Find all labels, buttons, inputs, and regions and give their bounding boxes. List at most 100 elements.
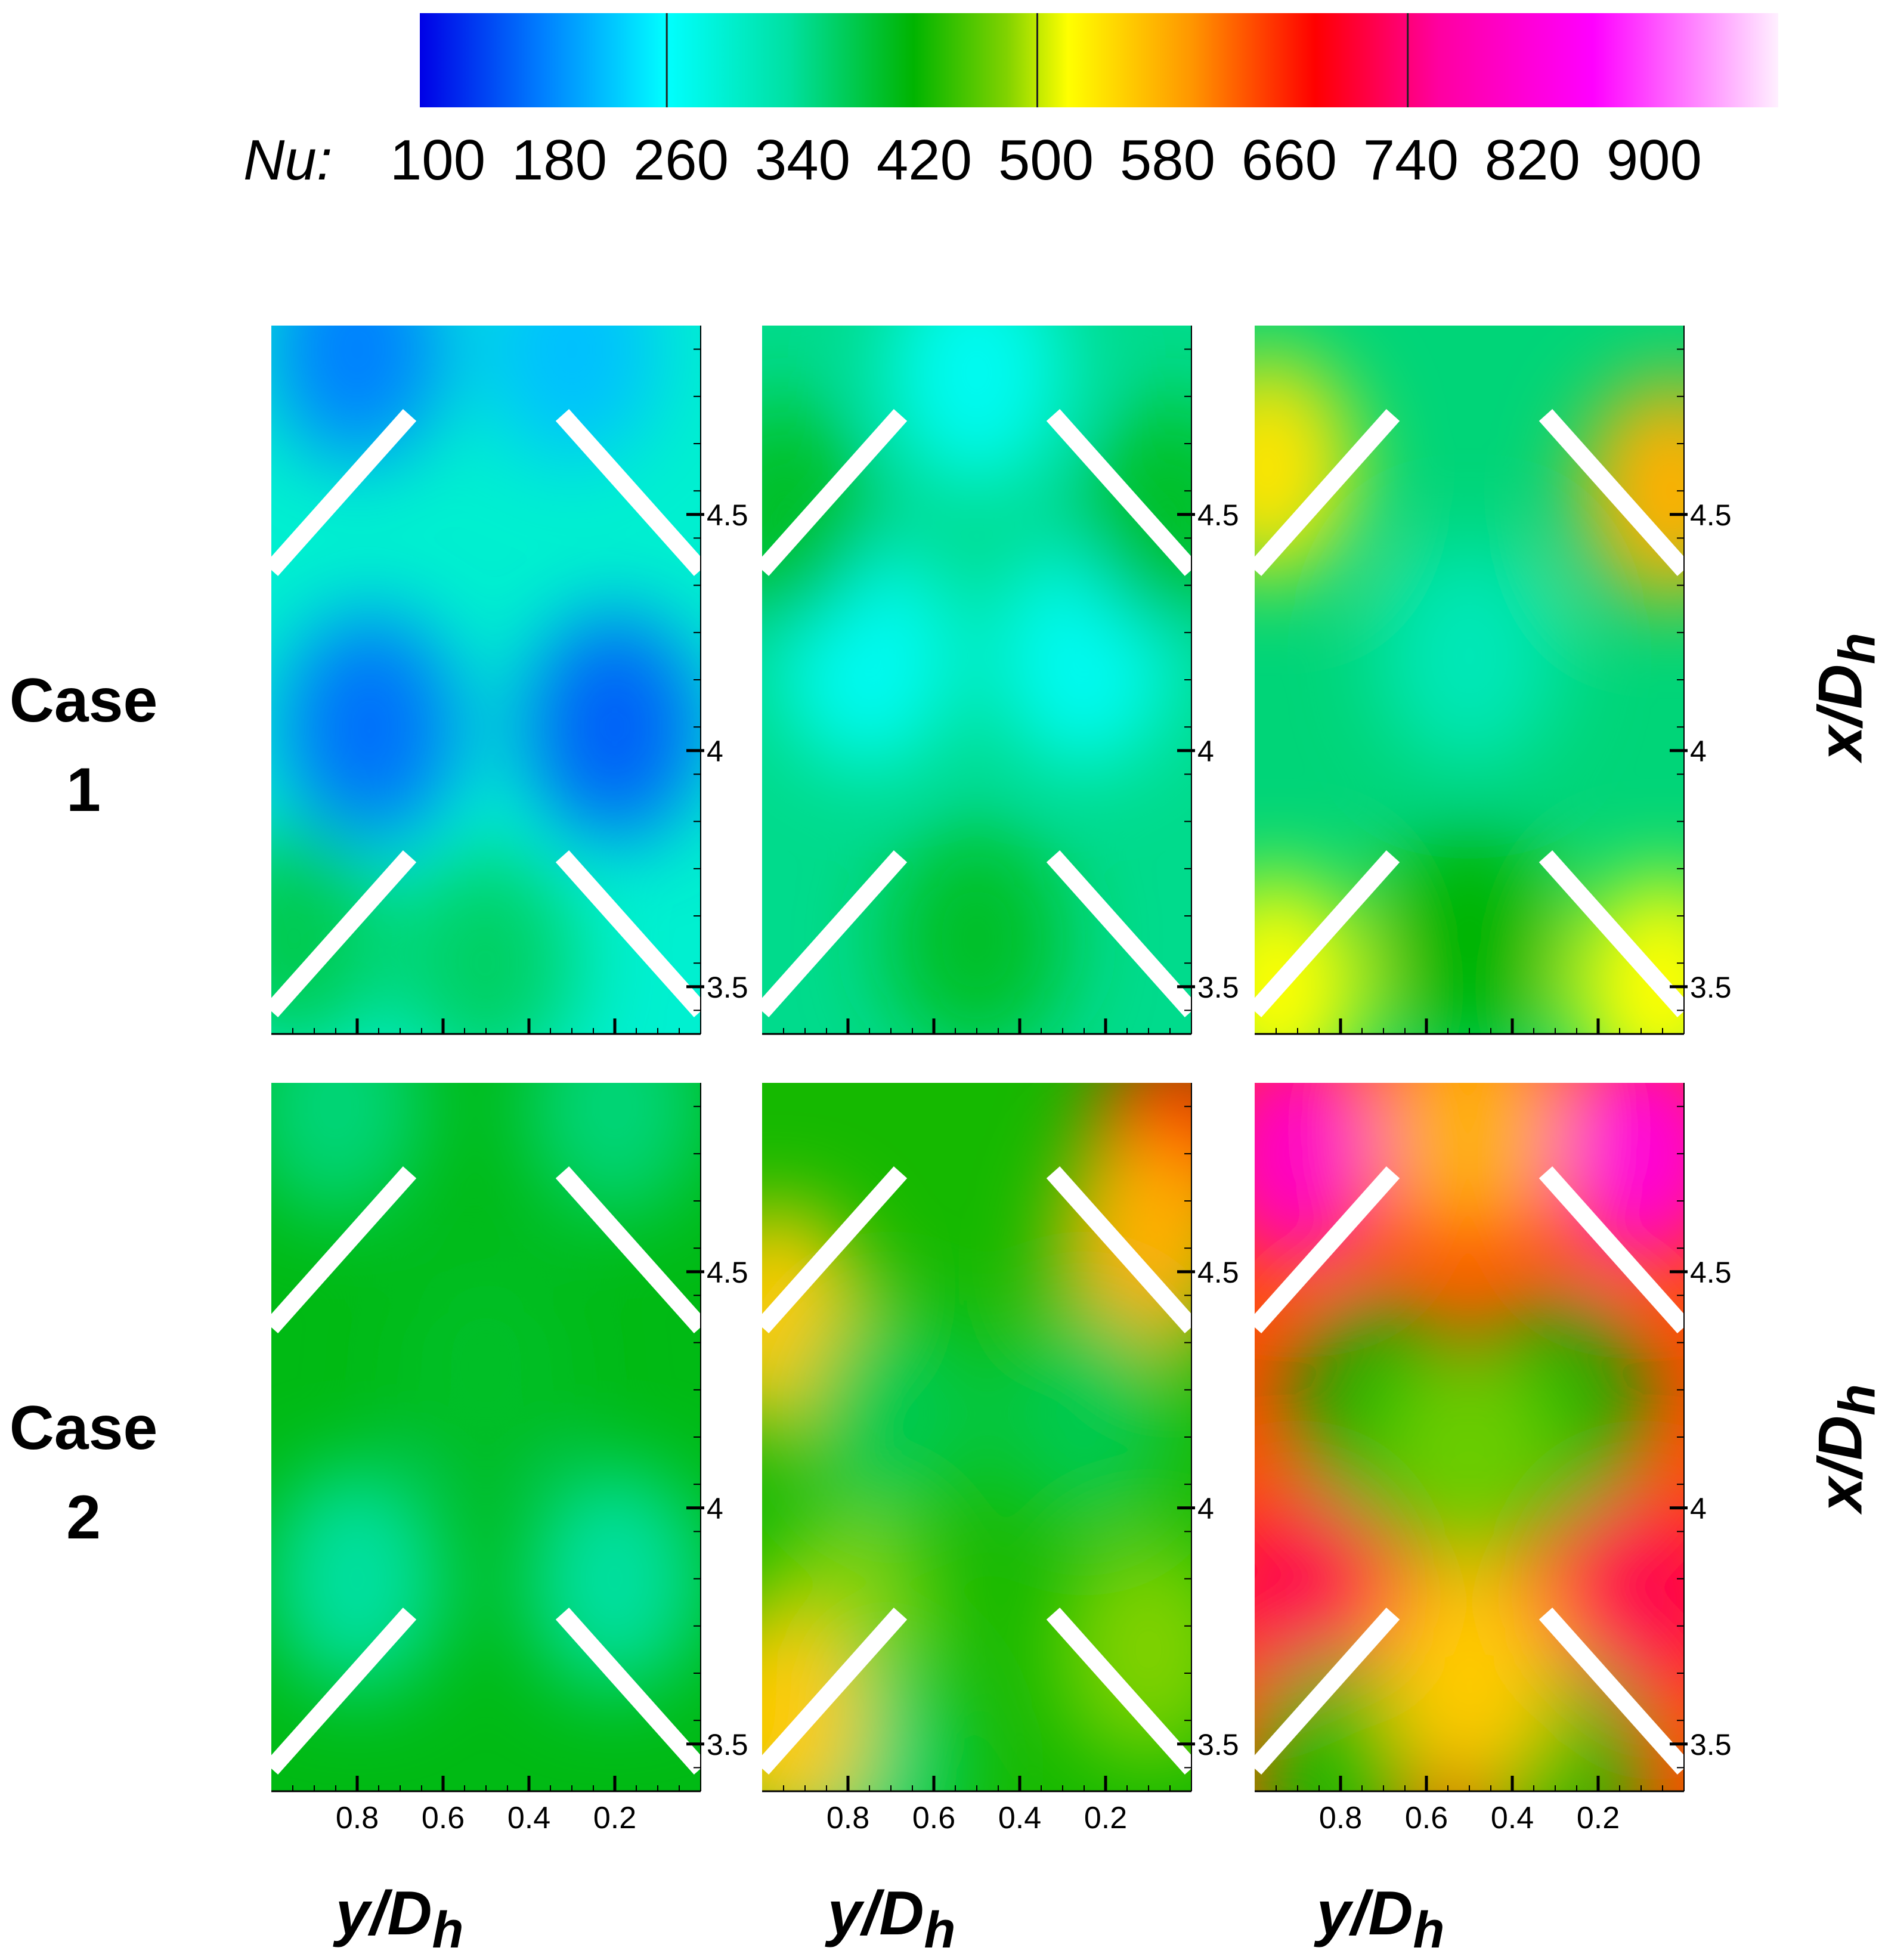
colorbar-tick-label: 900 [1606, 128, 1702, 192]
axis-label-subscript: h [924, 1901, 956, 1959]
right-axis-tick-label: 3.5 [1197, 971, 1239, 1004]
heatmap-region [1059, 1536, 1191, 1763]
rib-slot [762, 1166, 908, 1333]
rib-slot [762, 409, 908, 576]
right-axis-tick-label: 4.5 [1690, 498, 1732, 532]
axis-label-text: y/D [335, 1879, 432, 1948]
heatmap-region [1380, 1083, 1559, 1244]
right-axis-tick-label: 4 [707, 735, 723, 768]
heatmap-panel-r2-c3: 3.5 4 4.5 0.8 0.6 0.4 0.2 [1255, 1083, 1732, 1835]
heatmap-panel-r2-c2: 3.5 4 4.5 0.8 0.6 0.4 0.2 [762, 1083, 1239, 1835]
heatmap-region [271, 826, 382, 1034]
bottom-axis-tick-label: 0.6 [422, 1801, 465, 1835]
bottom-axis-tick-label: 0.6 [1405, 1801, 1448, 1835]
colorbar-tick-label: 500 [998, 128, 1094, 192]
rib-slot [1539, 409, 1684, 576]
bottom-axis-tick-label: 0.4 [507, 1801, 550, 1835]
colorbar [420, 13, 1778, 107]
row-label-case-1: Case 1 [0, 656, 173, 835]
bottom-axis-tick-label: 0.4 [998, 1801, 1041, 1835]
right-axis-tick-label: 4.5 [1690, 1256, 1732, 1289]
rib-slot [762, 1608, 908, 1775]
colorbar-tick-label: 340 [754, 128, 851, 192]
bottom-axis-label-col-2: y/Dh [772, 1878, 1011, 1960]
rib-slot [762, 850, 908, 1017]
bottom-axis-tick-label: 0.8 [827, 1801, 869, 1835]
bottom-axis-tick-label: 0.2 [593, 1801, 636, 1835]
colorbar-tick-label: 580 [1119, 128, 1215, 192]
right-axis-tick-label: 3.5 [1690, 971, 1732, 1004]
colorbar-tick-label: 420 [876, 128, 973, 192]
heatmap-region [995, 1300, 1174, 1527]
right-axis-label-row-2: x/Dh [1806, 1329, 1882, 1567]
rib-slot [1539, 850, 1684, 1017]
bottom-axis-tick-label: 0.6 [912, 1801, 955, 1835]
right-axis-tick-label: 3.5 [1690, 1728, 1732, 1761]
rib-slot [1046, 409, 1191, 576]
heatmap-region [1380, 826, 1559, 1034]
right-axis-tick-label: 4.5 [1197, 498, 1239, 532]
heatmap-region [887, 326, 1066, 487]
right-axis-tick-label: 3.5 [1197, 1728, 1239, 1761]
axis-label-subscript: h [1828, 1384, 1882, 1416]
rib-slot [271, 409, 417, 576]
rib-slot [1255, 850, 1400, 1017]
rib-slot [271, 1166, 417, 1333]
rib-slot [1255, 409, 1400, 576]
rib-slot [1255, 1608, 1400, 1775]
right-axis-tick-label: 3.5 [707, 971, 748, 1004]
heatmap-panel-r1-c2: 3.5 4 4.5 [762, 326, 1239, 1035]
bottom-axis-tick-label: 0.8 [336, 1801, 379, 1835]
row-label-line2: 2 [66, 1483, 101, 1552]
rib-slot [1046, 1166, 1191, 1333]
heatmap-panel-r2-c1: 3.5 4 4.5 0.8 0.6 0.4 0.2 [271, 1083, 748, 1835]
bottom-axis-tick-label: 0.2 [1084, 1801, 1127, 1835]
right-axis-tick-label: 4.5 [707, 1256, 748, 1289]
axis-label-subscript: h [1828, 633, 1882, 664]
heatmap-region [271, 326, 447, 463]
colorbar-tick-label: 100 [389, 128, 486, 192]
axis-label-text: x/D [1806, 664, 1875, 761]
right-axis-tick-label: 4 [1197, 1492, 1214, 1525]
heatmap-region [1380, 1560, 1559, 1786]
colorbar-tick-label: 820 [1484, 128, 1580, 192]
row-label-case-2: Case 2 [0, 1383, 173, 1562]
colorbar-tick-label: 740 [1363, 128, 1459, 192]
colorbar-variable-label: Nu: [243, 128, 333, 192]
rib-slot [1046, 1608, 1191, 1775]
axis-label-text: y/D [1316, 1879, 1413, 1948]
heatmap-region [1380, 1347, 1559, 1574]
heatmap-panel-r1-c3: 3.5 4 4.5 [1255, 326, 1732, 1035]
right-axis-tick-label: 4 [1690, 1492, 1707, 1525]
rib-slot [555, 850, 701, 1017]
right-axis-label-row-1: x/Dh [1806, 577, 1882, 816]
rib-slot [1255, 1166, 1400, 1333]
rib-slot [1046, 850, 1191, 1017]
rib-slot [555, 1166, 701, 1333]
right-axis-tick-label: 4 [1197, 735, 1214, 768]
rib-slot [555, 409, 701, 576]
heatmap-region [271, 1465, 447, 1692]
right-axis-tick-label: 4.5 [1197, 1256, 1239, 1289]
bottom-axis-label-col-1: y/Dh [280, 1878, 519, 1960]
right-axis-tick-label: 4.5 [707, 498, 748, 532]
axis-label-subscript: h [432, 1901, 464, 1959]
colorbar-tick-label: 660 [1241, 128, 1337, 192]
row-label-line2: 1 [66, 755, 101, 825]
heatmap-region [1380, 543, 1559, 770]
bottom-axis-tick-label: 0.2 [1577, 1801, 1620, 1835]
bottom-axis-tick-label: 0.8 [1319, 1801, 1362, 1835]
heatmap-region [525, 614, 701, 841]
colorbar-tick-label: 260 [633, 128, 729, 192]
heatmap-region [397, 850, 575, 1034]
heatmap-region [1255, 354, 1357, 581]
heatmap-region [525, 1465, 701, 1692]
row-label-line1: Case [9, 1394, 158, 1463]
axis-label-text: x/D [1806, 1415, 1875, 1512]
bottom-axis-label-col-3: y/Dh [1261, 1878, 1500, 1960]
rib-slot [555, 1608, 701, 1775]
heatmap-region [801, 1300, 980, 1527]
heatmap-region [887, 826, 1066, 1034]
rib-slot [1539, 1166, 1684, 1333]
heatmap-region [280, 614, 460, 841]
